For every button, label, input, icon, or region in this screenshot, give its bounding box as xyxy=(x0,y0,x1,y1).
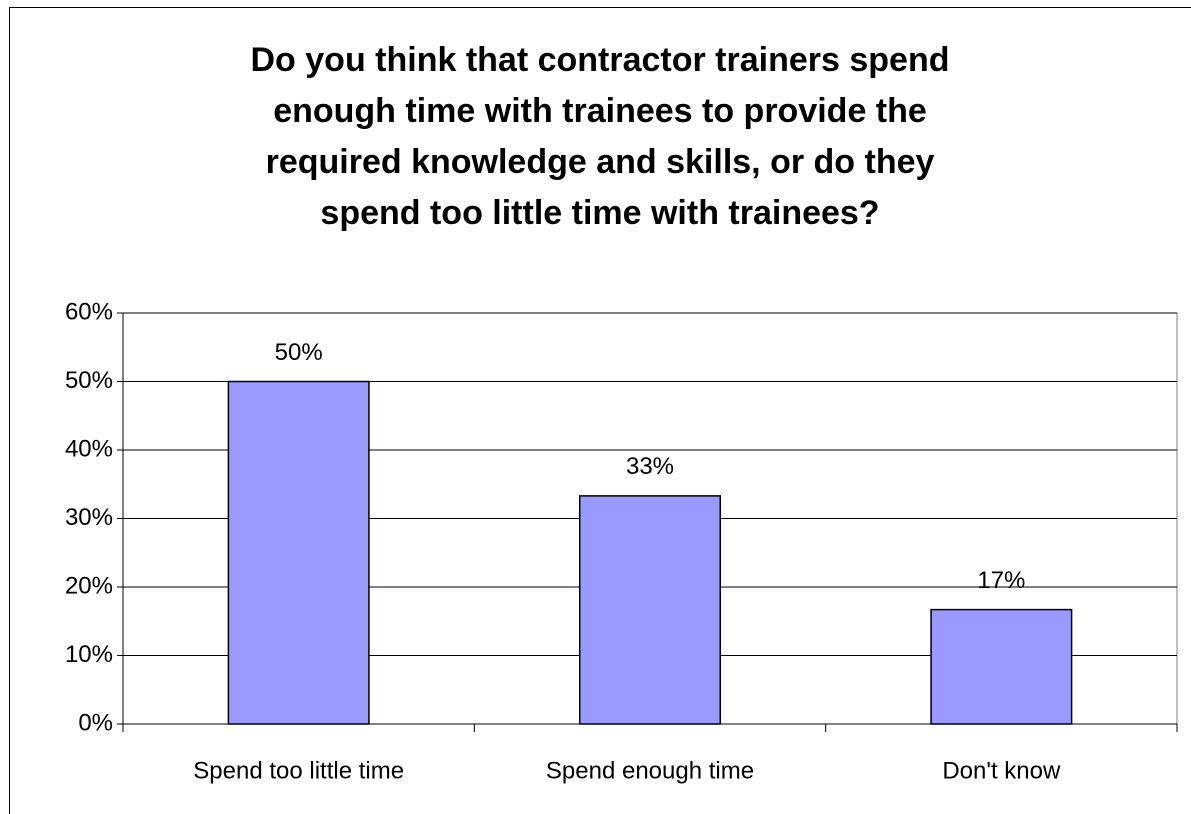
y-tick-label: 20% xyxy=(65,572,113,599)
chart-title: enough time with trainees to provide the xyxy=(273,92,927,130)
y-tick-label: 50% xyxy=(65,367,113,394)
bar xyxy=(930,608,1073,725)
chart-title: Do you think that contractor trainers sp… xyxy=(251,41,950,79)
chart-title: spend too little time with trainees? xyxy=(320,194,879,232)
y-tick-label: 0% xyxy=(78,709,113,736)
bar xyxy=(578,495,722,725)
x-tick-label: Spend enough time xyxy=(546,757,754,784)
y-tick-label: 30% xyxy=(65,504,113,531)
data-label: 17% xyxy=(977,567,1025,594)
bar xyxy=(227,380,370,725)
y-tick-label: 40% xyxy=(65,435,113,462)
y-tick-label: 60% xyxy=(65,298,113,325)
x-tick-label: Don't know xyxy=(942,757,1061,784)
x-tick-label: Spend too little time xyxy=(193,757,404,784)
chart-title: required knowledge and skills, or do the… xyxy=(266,143,935,181)
data-label: 50% xyxy=(275,339,323,366)
data-label: 33% xyxy=(626,453,674,480)
y-tick-label: 10% xyxy=(65,641,113,668)
